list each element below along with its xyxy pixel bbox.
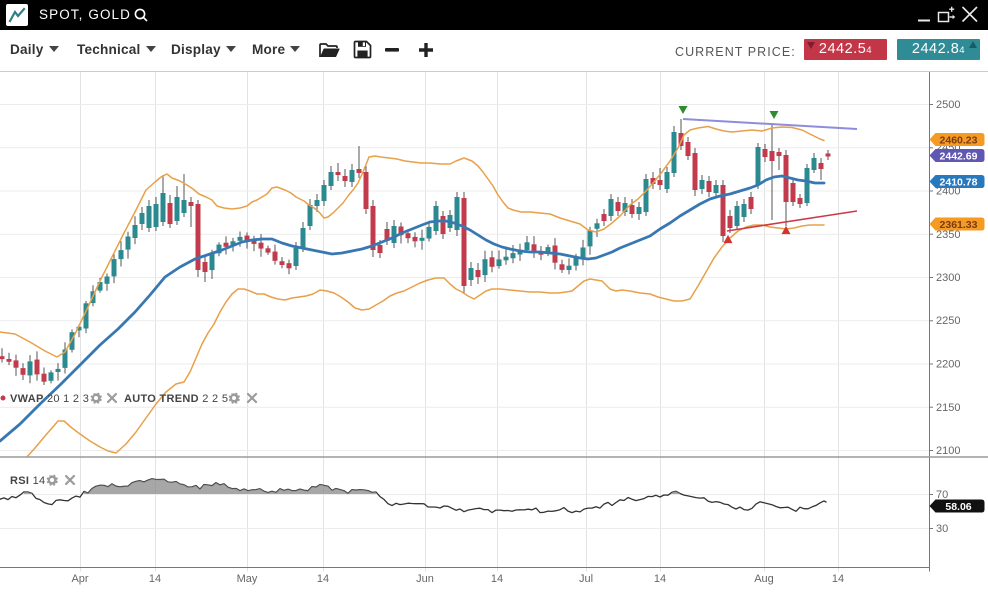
svg-text:2410.78: 2410.78 [940,176,978,188]
svg-text:2442.69: 2442.69 [940,150,978,162]
svg-text:14: 14 [654,573,666,585]
svg-text:May: May [237,573,258,585]
svg-text:2500: 2500 [936,99,960,111]
svg-text:2200: 2200 [936,359,960,371]
svg-text:2300: 2300 [936,272,960,284]
svg-text:30: 30 [936,523,948,535]
svg-text:58.06: 58.06 [945,501,971,513]
svg-text:VWAP 20 1 2 3: VWAP 20 1 2 3 [10,393,89,405]
svg-text:2350: 2350 [936,229,960,241]
svg-text:Jul: Jul [579,573,593,585]
svg-text:70: 70 [936,489,948,501]
svg-text:2100: 2100 [936,445,960,457]
svg-text:2250: 2250 [936,315,960,327]
svg-text:2150: 2150 [936,402,960,414]
svg-text:2361.33: 2361.33 [940,219,978,231]
svg-text:14: 14 [491,573,503,585]
svg-text:2460.23: 2460.23 [940,134,978,146]
svg-text:2400: 2400 [936,186,960,198]
svg-text:Aug: Aug [754,573,774,585]
svg-text:RSI 14: RSI 14 [10,475,45,487]
svg-text:14: 14 [832,573,844,585]
svg-text:AUTO TREND 2 2 5: AUTO TREND 2 2 5 [124,393,228,405]
svg-text:Jun: Jun [416,573,434,585]
svg-text:Apr: Apr [71,573,88,585]
svg-text:14: 14 [149,573,161,585]
svg-text:14: 14 [317,573,329,585]
